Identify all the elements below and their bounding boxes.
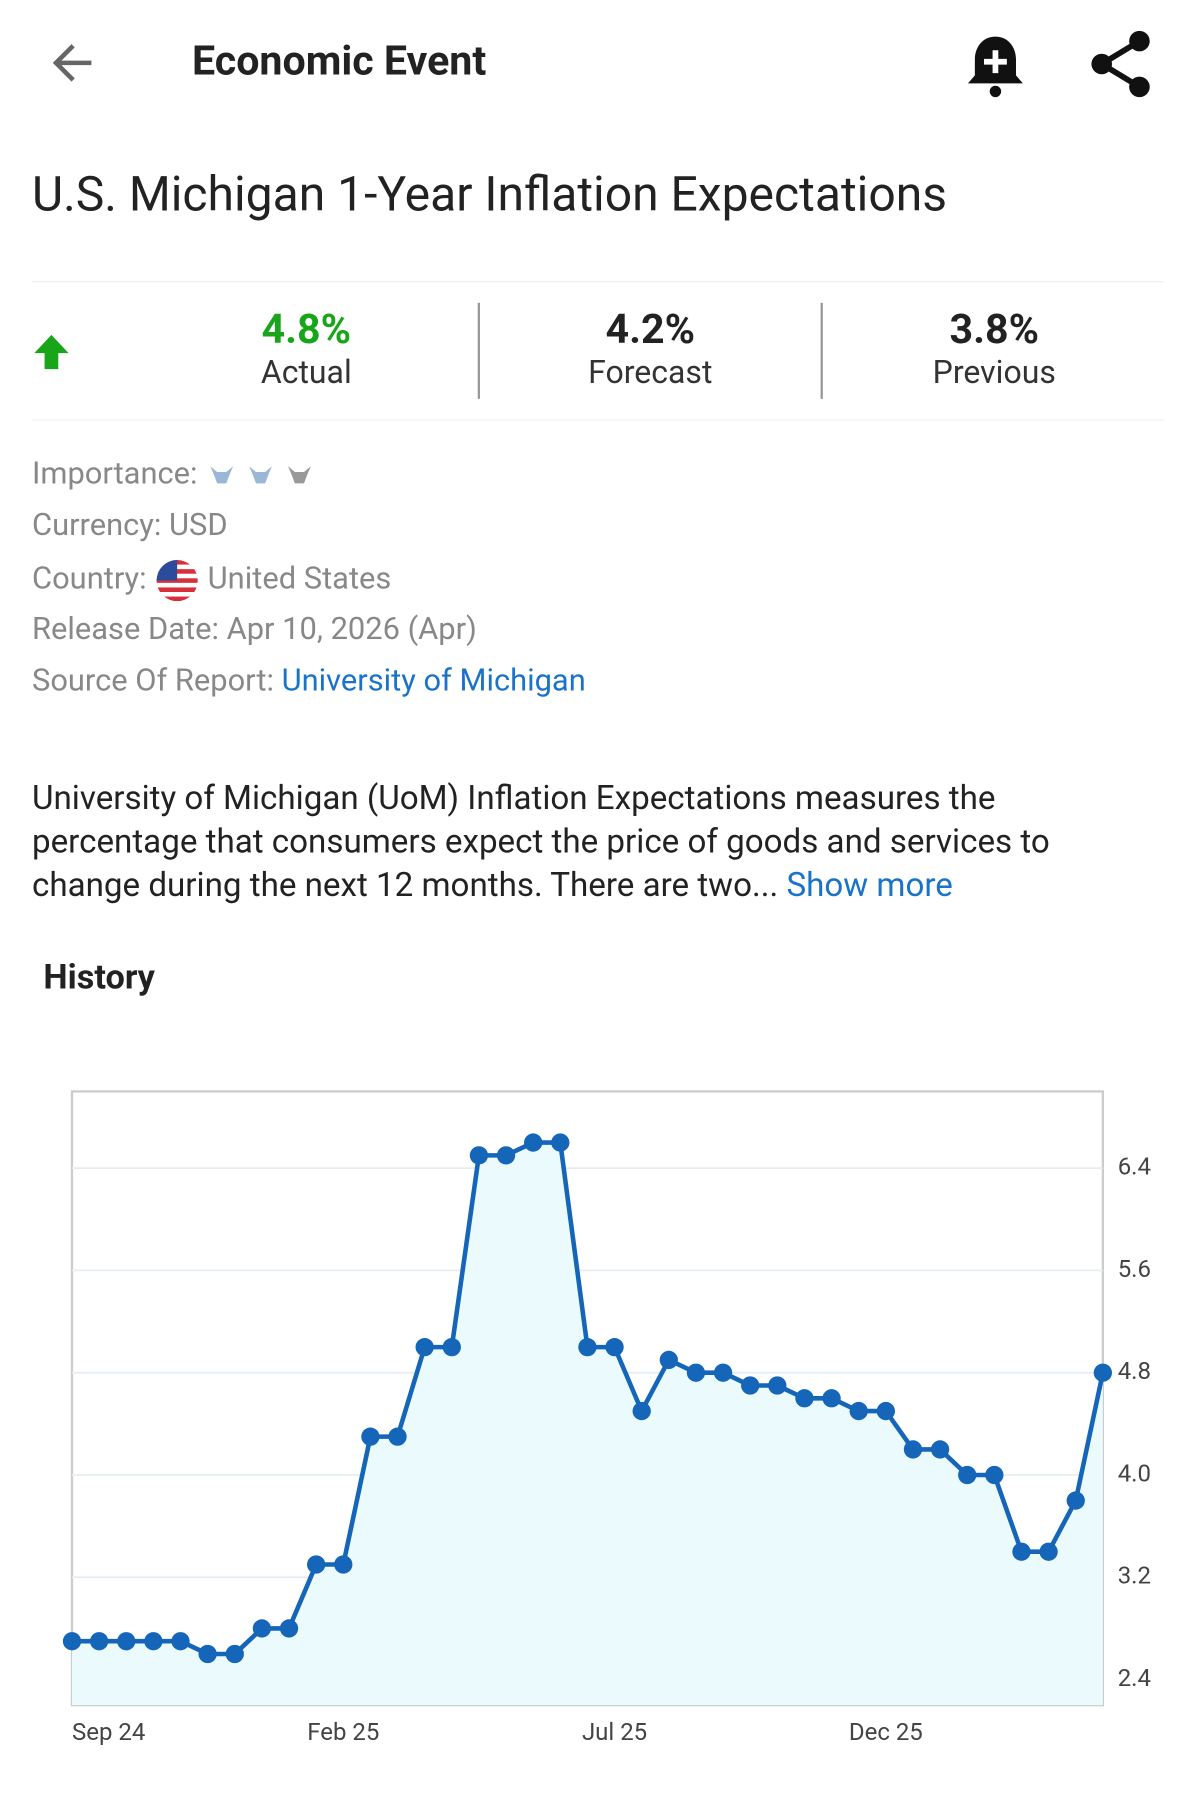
area	[71, 1142, 1103, 1706]
point	[1012, 1542, 1031, 1561]
point	[117, 1632, 136, 1651]
y-tick-label: 6.4	[1118, 1152, 1151, 1180]
point	[225, 1644, 244, 1664]
point	[171, 1632, 190, 1651]
stat-label: Actual	[260, 353, 352, 391]
stat: 4.2% Forecast	[479, 305, 822, 391]
divider	[820, 302, 823, 399]
info-row: Source Of Report: University of Michigan	[32, 662, 586, 699]
point	[334, 1555, 353, 1574]
point	[605, 1337, 624, 1357]
alert-button[interactable]	[962, 30, 1031, 103]
point	[442, 1337, 461, 1357]
point	[469, 1146, 489, 1165]
stat: 4.8% Actual	[135, 305, 478, 391]
stat-value: 4.2%	[605, 305, 696, 354]
info-row: Country: United States	[32, 558, 391, 604]
point	[876, 1401, 895, 1421]
point	[632, 1401, 651, 1421]
point	[415, 1337, 434, 1357]
source-link[interactable]: University of Michigan	[281, 661, 586, 699]
info-row: Release Date: Apr 10, 2026 (Apr)	[31, 610, 477, 647]
point	[144, 1632, 163, 1651]
point	[659, 1350, 678, 1370]
point	[198, 1644, 217, 1664]
point	[578, 1337, 597, 1357]
y-tick-label: 4.0	[1118, 1459, 1151, 1487]
y-tick-label: 5.6	[1118, 1255, 1151, 1283]
point	[849, 1401, 868, 1421]
point	[279, 1619, 299, 1638]
stat-label: Forecast	[588, 353, 713, 391]
point	[795, 1389, 814, 1408]
stats-panel: 4.8% Actual 4.2% Forecast 3.8% Previous	[31, 281, 1166, 421]
point	[361, 1427, 380, 1446]
x-tick-label: Feb 25	[307, 1718, 379, 1746]
flag	[156, 559, 198, 602]
point	[930, 1440, 950, 1459]
info-label: Source Of Report:	[31, 661, 274, 699]
point	[496, 1146, 516, 1165]
point	[551, 1133, 570, 1152]
point	[903, 1440, 923, 1459]
x-tick-label: Jul 25	[582, 1718, 647, 1746]
point	[741, 1376, 760, 1395]
stat-value: 3.8%	[949, 305, 1040, 354]
up-arrow	[34, 334, 69, 370]
stat-label: Previous	[932, 353, 1056, 391]
info-label: Country:	[31, 560, 147, 597]
x-tick-label: Sep 24	[72, 1718, 145, 1746]
description: University of Michigan (UoM) Inflation E…	[32, 777, 1163, 907]
divider	[477, 302, 480, 399]
header-title: Economic Event	[191, 36, 487, 85]
x-tick-label: Dec 25	[849, 1718, 923, 1746]
point	[713, 1363, 733, 1382]
back-button[interactable]	[46, 34, 103, 91]
point	[89, 1632, 109, 1651]
point	[252, 1619, 272, 1638]
stat-value: 4.8%	[261, 305, 352, 354]
point	[307, 1555, 326, 1574]
point	[524, 1133, 543, 1152]
share-button[interactable]	[1088, 30, 1157, 99]
point	[388, 1427, 407, 1446]
info-row: Currency: USD	[31, 506, 228, 543]
description-text: University of Michigan (UoM) Inflation E…	[31, 779, 1050, 906]
stat: 3.8% Previous	[823, 305, 1166, 391]
point	[985, 1465, 1004, 1485]
info-value: United States	[207, 560, 392, 597]
info-row: Importance:	[31, 454, 319, 492]
point	[1093, 1363, 1112, 1382]
point	[1039, 1542, 1058, 1561]
info-label: Importance:	[31, 454, 198, 492]
point	[958, 1465, 977, 1485]
y-tick-label: 2.4	[1118, 1664, 1151, 1692]
point	[686, 1363, 706, 1382]
point	[822, 1389, 841, 1408]
importance-icons	[209, 466, 311, 484]
y-tick-label: 4.8	[1118, 1357, 1151, 1385]
y-tick-label: 3.2	[1118, 1562, 1151, 1590]
point	[1066, 1491, 1085, 1510]
point	[62, 1632, 82, 1651]
history-title: History	[43, 957, 155, 998]
show-more[interactable]: Show more	[786, 866, 953, 906]
point	[768, 1376, 787, 1395]
event-title: U.S. Michigan 1-Year Inflation Expectati…	[31, 166, 947, 223]
